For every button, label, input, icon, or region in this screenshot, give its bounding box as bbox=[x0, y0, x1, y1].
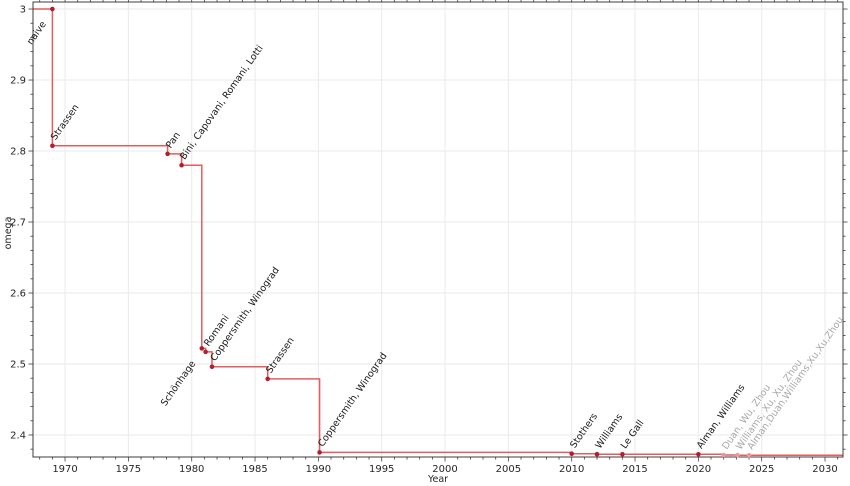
tick-labels: 1970 1975 1980 1985 1990 1995 2000 2005 2010 2015… bbox=[10, 5, 838, 475]
y-tick-label: 2.4 bbox=[10, 430, 26, 441]
grid bbox=[33, 2, 843, 457]
data-point-marker bbox=[209, 364, 215, 370]
data-points bbox=[50, 6, 752, 458]
x-tick-label: 2020 bbox=[686, 464, 711, 475]
x-tick-label: 2000 bbox=[432, 464, 457, 475]
plot-border bbox=[32, 1, 844, 458]
data-point-marker bbox=[50, 143, 55, 149]
y-tick-label: 2.6 bbox=[10, 289, 26, 300]
data-point-marker bbox=[179, 162, 184, 168]
x-tick-label: 1990 bbox=[306, 464, 331, 475]
data-point-marker bbox=[746, 453, 752, 458]
y-axis-label: omega bbox=[3, 217, 14, 250]
data-point-marker bbox=[165, 151, 170, 157]
x-tick-label: 2010 bbox=[559, 464, 584, 475]
data-point-marker bbox=[569, 451, 574, 457]
point-label: Alman,Duan,Williams,Xu,Xu,Zhou bbox=[745, 315, 846, 452]
y-tick-label: 2.8 bbox=[10, 147, 26, 158]
x-tick-label: 2015 bbox=[622, 464, 647, 475]
data-point-marker bbox=[199, 346, 205, 351]
point-label: Coppersmith, Winograd bbox=[208, 265, 281, 363]
x-tick-label: 1980 bbox=[179, 464, 204, 475]
point-label: Schönhage bbox=[159, 359, 198, 409]
x-tick-label: 1970 bbox=[52, 464, 77, 475]
data-point-marker bbox=[721, 452, 726, 458]
y-tick-label: 2.5 bbox=[10, 359, 26, 370]
data-point-marker bbox=[594, 451, 600, 457]
point-label: Williams, Xu, Xu, Zhou bbox=[734, 358, 805, 452]
data-point-marker bbox=[50, 6, 55, 12]
x-tick-label: 1975 bbox=[116, 464, 141, 475]
x-tick-label: 2025 bbox=[749, 464, 774, 475]
y-tick-label: 3 bbox=[20, 5, 26, 16]
data-point-marker bbox=[203, 349, 208, 355]
data-point-marker bbox=[265, 376, 271, 382]
x-tick-label: 1995 bbox=[369, 464, 394, 475]
data-point-marker bbox=[317, 450, 322, 455]
x-axis-label: Year bbox=[427, 474, 448, 485]
data-point-marker bbox=[735, 452, 740, 458]
data-point-marker bbox=[696, 452, 701, 457]
point-label: Coppersmith, Winograd bbox=[316, 351, 389, 449]
point-label: naive bbox=[25, 19, 49, 47]
data-point-marker bbox=[620, 452, 625, 457]
ticks bbox=[28, 0, 848, 462]
y-tick-label: 2.9 bbox=[10, 76, 26, 87]
y-tick-label: 2.7 bbox=[10, 218, 26, 229]
x-tick-label: 2030 bbox=[812, 464, 837, 475]
omega-step-line bbox=[33, 8, 843, 457]
point-label: Strassen bbox=[264, 336, 297, 376]
x-tick-label: 1985 bbox=[242, 464, 267, 475]
point-label: Bini, Capovani, Romani, Lotti bbox=[178, 43, 266, 162]
x-tick-label: 2005 bbox=[496, 464, 521, 475]
